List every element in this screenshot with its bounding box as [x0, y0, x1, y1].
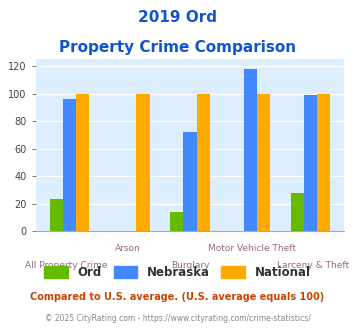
Bar — [317, 94, 330, 231]
Bar — [257, 94, 270, 231]
Text: Arson: Arson — [115, 244, 141, 253]
Text: Property Crime Comparison: Property Crime Comparison — [59, 40, 296, 54]
Text: Motor Vehicle Theft: Motor Vehicle Theft — [208, 244, 296, 253]
Text: © 2025 CityRating.com - https://www.cityrating.com/crime-statistics/: © 2025 CityRating.com - https://www.city… — [45, 314, 310, 323]
Bar — [290, 193, 304, 231]
Bar — [244, 69, 257, 231]
Text: Larceny & Theft: Larceny & Theft — [277, 261, 350, 270]
Text: Compared to U.S. average. (U.S. average equals 100): Compared to U.S. average. (U.S. average … — [31, 292, 324, 302]
Bar — [76, 94, 89, 231]
Text: 2019 Ord: 2019 Ord — [138, 10, 217, 25]
Bar — [63, 99, 76, 231]
Bar — [304, 95, 317, 231]
Text: Burglary: Burglary — [171, 261, 209, 270]
Bar — [50, 199, 63, 231]
Legend: Ord, Nebraska, National: Ord, Nebraska, National — [40, 262, 315, 284]
Text: All Property Crime: All Property Crime — [25, 261, 108, 270]
Bar — [170, 212, 183, 231]
Bar — [183, 132, 197, 231]
Bar — [136, 94, 149, 231]
Bar — [197, 94, 210, 231]
